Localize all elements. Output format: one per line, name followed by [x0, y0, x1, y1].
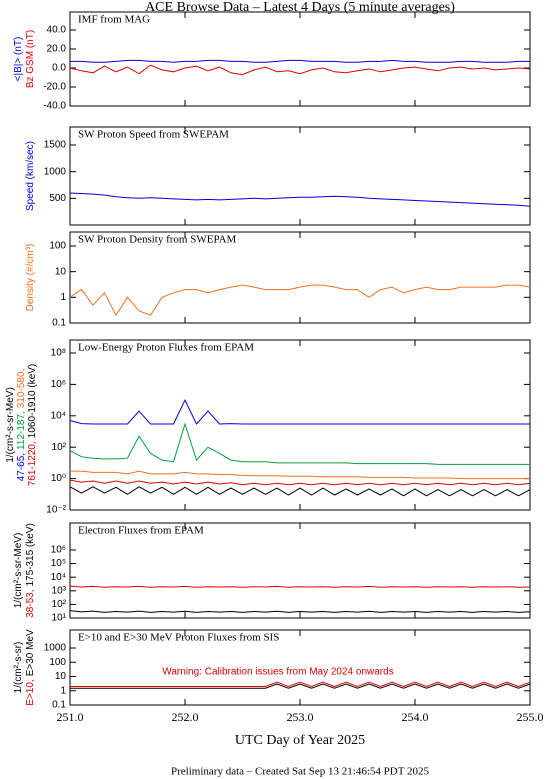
legend-entry: 175-315 (keV): [25, 523, 36, 586]
y-tick-label: 500: [49, 193, 66, 204]
annotation: Warning: Calibration issues from May 202…: [162, 667, 393, 678]
series-line: [69, 479, 531, 486]
panel-title: SW Proton Speed from SWEPAM: [78, 129, 229, 141]
series-line: [69, 585, 531, 588]
series-line: [70, 470, 530, 480]
panel-frame: [69, 11, 531, 107]
x-tick-label: 251.0: [57, 710, 84, 724]
y-tick-label: 10⁰: [51, 473, 66, 484]
series-line: [69, 422, 530, 465]
panel-frame: [69, 126, 531, 226]
y-tick-label: 0.1: [52, 318, 66, 329]
panel-title: Electron Fluxes from EPAM: [78, 525, 204, 537]
y-tick-label: 10¹: [52, 613, 67, 624]
y-tick-label: -40.0: [43, 101, 66, 112]
panel-title: SW Proton Density from SWEPAM: [78, 234, 237, 246]
legend-entry: E>10,: [25, 679, 36, 705]
y-tick-label: 10⁸: [51, 348, 66, 359]
y-tick-label: 10⁴: [51, 410, 66, 421]
y-tick-label: 0.1: [52, 700, 66, 711]
panel-title: E>10 and E>30 MeV Proton Fluxes from SIS: [78, 632, 279, 644]
x-tick-label: 252.0: [172, 710, 199, 724]
series-line: [70, 681, 531, 688]
legend-entry: 38-53,: [25, 590, 36, 618]
series-line: [69, 192, 531, 207]
legend-entry: 761-1220,: [27, 441, 38, 486]
y-tick-label: 10: [55, 266, 67, 277]
series-line: [70, 683, 531, 689]
y-tick-label: 10⁶: [51, 545, 66, 556]
y-axis-label: 47-65, 112-187, 310-580,: [16, 369, 27, 482]
panel-frame: [69, 231, 531, 324]
y-axis-label: 38-53, 175-315 (keV): [25, 523, 36, 618]
series-line: [69, 284, 531, 317]
y-tick-label: 10⁵: [51, 558, 66, 569]
y-tick-label: 10: [55, 671, 67, 682]
legend-entry: 47-65,: [16, 453, 27, 481]
panel-frame: [69, 522, 531, 619]
panel-title: Low-Energy Proton Fluxes from EPAM: [78, 342, 254, 354]
y-axis-label: <|B|> (nT): [13, 37, 24, 82]
x-tick-label: 255.0: [517, 710, 544, 724]
y-tick-label: 10²: [52, 442, 67, 453]
series-line: [69, 64, 531, 76]
y-axis-label: 1/(cm²-s-sr-MeV): [13, 533, 24, 609]
y-tick-label: 100: [49, 657, 66, 668]
legend-entry: Bz GSM (nT): [25, 30, 36, 88]
panel-title: IMF from MAG: [78, 14, 150, 26]
legend-entry: Speed (km/sec): [25, 141, 36, 211]
y-axis-label: 1/(cm²-s-sr-MeV): [5, 387, 16, 463]
legend-entry: <|B|> (nT): [13, 37, 24, 82]
x-tick-label: 254.0: [402, 710, 429, 724]
y-tick-label: 10⁶: [51, 379, 66, 390]
y-axis-label: 761-1220, 1060-1910 (keV): [27, 364, 38, 487]
page-title: ACE Browse Data – Latest 4 Days (5 minut…: [145, 0, 455, 15]
y-tick-label: 100: [49, 241, 66, 252]
y-axis-label: 1/(cm²-s-sr): [13, 642, 24, 694]
legend-entry: 1060-1910 (keV): [27, 364, 38, 439]
y-tick-label: 10⁻²: [46, 505, 66, 516]
y-tick-label: 1000: [44, 643, 67, 654]
series-line: [70, 59, 530, 63]
y-tick-label: 1500: [44, 140, 67, 151]
y-axis-label-part: 1/(cm²-s-sr): [13, 642, 24, 694]
legend-entry: E>30 MeV: [25, 629, 36, 676]
y-tick-label: 40.0: [47, 25, 67, 36]
y-tick-label: 10⁴: [51, 572, 66, 583]
y-tick-label: 1000: [44, 166, 67, 177]
y-tick-label: 20.0: [47, 44, 67, 55]
legend-entry: Density (#/cm³): [25, 244, 36, 312]
y-axis-label: Speed (km/sec): [25, 141, 36, 211]
x-tick-label: 253.0: [287, 710, 314, 724]
y-axis-label: Bz GSM (nT): [25, 30, 36, 88]
panel-frame: [69, 339, 531, 511]
y-tick-label: -20.0: [43, 82, 66, 93]
footer: Preliminary data – Created Sat Sep 13 21…: [171, 766, 429, 778]
legend-entry: 310-580,: [16, 369, 27, 408]
y-tick-label: 1: [60, 685, 66, 696]
series-line: [69, 610, 531, 613]
legend-entry: 112-187,: [16, 411, 27, 450]
y-axis-label: E>10, E>30 MeV: [25, 629, 36, 706]
y-tick-label: 0.0: [52, 63, 66, 74]
y-tick-label: 1: [60, 292, 66, 303]
y-axis-label: Density (#/cm³): [25, 244, 36, 312]
y-axis-label-part: 1/(cm²-s-sr-MeV): [5, 387, 16, 463]
y-axis-label-part: 1/(cm²-s-sr-MeV): [13, 533, 24, 609]
y-tick-label: 10²: [52, 599, 67, 610]
series-line: [69, 398, 530, 425]
x-axis-label: UTC Day of Year 2025: [235, 733, 365, 748]
series-line: [69, 486, 531, 497]
y-tick-label: 10³: [52, 585, 67, 596]
